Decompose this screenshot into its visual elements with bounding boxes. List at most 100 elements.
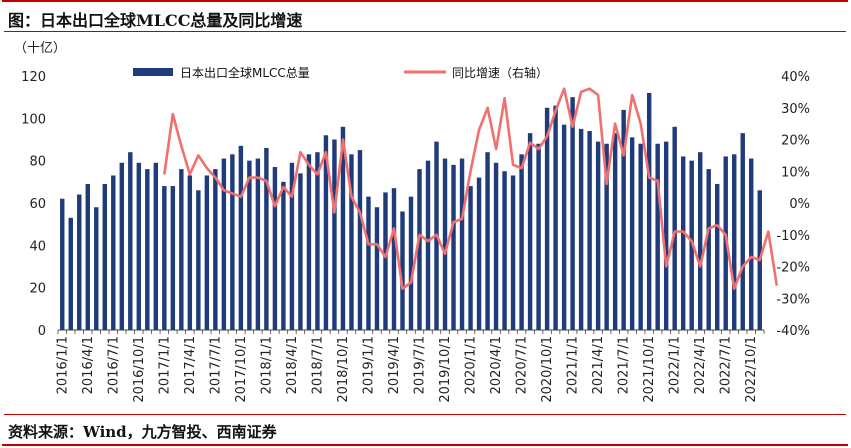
x-tick-label: 2017/7/1 [208, 336, 223, 394]
bar [442, 158, 448, 330]
y-left-tick-label: 80 [29, 155, 46, 170]
bar [646, 92, 652, 330]
bar [544, 107, 550, 330]
bar [179, 169, 184, 330]
bar [119, 162, 125, 330]
line-layer [163, 87, 779, 290]
bar [247, 160, 252, 330]
bar [519, 154, 524, 330]
y-right-tick-label: -10% [776, 229, 810, 244]
bar [485, 152, 490, 330]
x-tick-label: 2017/1/1 [157, 336, 172, 394]
x-tick-label: 2021/10/1 [642, 336, 657, 403]
bar [417, 169, 422, 330]
bar [349, 154, 354, 330]
bar [570, 97, 575, 331]
bar [536, 143, 541, 330]
bar [221, 158, 227, 330]
x-tick-label: 2019/4/1 [387, 336, 402, 394]
x-tick-label: 2022/4/1 [693, 336, 708, 394]
bar [697, 152, 703, 330]
bar [638, 143, 643, 330]
bar [128, 152, 133, 330]
x-tick-label: 2020/4/1 [489, 336, 504, 394]
x-tick-label: 2018/4/1 [285, 336, 300, 394]
bar [366, 196, 371, 330]
bar [196, 190, 201, 330]
bar [281, 181, 286, 330]
bar [604, 143, 609, 330]
bar [357, 150, 363, 330]
y-left-tick-label: 60 [29, 197, 46, 212]
y-left-tick-label: 100 [21, 112, 46, 127]
bar [629, 137, 635, 330]
bar [391, 188, 397, 330]
bar [400, 211, 405, 330]
bar [306, 154, 312, 330]
y-right-tick-label: 20% [781, 134, 810, 149]
bar [272, 167, 278, 330]
bar [655, 143, 660, 330]
bar [561, 124, 567, 330]
x-tick-label: 2022/1/1 [668, 336, 683, 394]
source-row: 资料来源：Wind，九方智投、西南证券 [4, 414, 846, 443]
bar [689, 160, 694, 330]
x-tick-label: 2020/10/1 [540, 336, 555, 403]
bar [136, 162, 142, 330]
bar [740, 133, 745, 330]
bar [298, 173, 303, 330]
bar [680, 156, 686, 330]
bar [315, 152, 320, 330]
x-tick-label: 2020/7/1 [515, 336, 530, 394]
bar [289, 162, 295, 330]
x-tick-label: 2021/7/1 [617, 336, 632, 394]
bar [425, 160, 431, 330]
bar [587, 131, 592, 330]
x-tick-label: 2019/1/1 [361, 336, 376, 394]
bar [408, 196, 414, 330]
source-note: 资料来源：Wind，九方智投、西南证券 [8, 423, 277, 441]
bar [187, 175, 193, 330]
x-tick-label: 2018/1/1 [259, 336, 274, 394]
bar [621, 109, 626, 330]
bar [451, 164, 456, 330]
bar [102, 183, 107, 330]
x-tick-label: 2016/1/1 [55, 336, 70, 394]
y-left-tick-label: 40 [29, 239, 46, 254]
x-tick-label: 2018/7/1 [310, 336, 325, 394]
bar [68, 217, 73, 330]
bar [732, 154, 737, 330]
y-right-tick-label: -40% [776, 324, 810, 339]
y-right-tick-label: 10% [781, 165, 810, 180]
bar [111, 175, 116, 330]
bar [77, 194, 82, 330]
bar [238, 145, 244, 330]
bar [145, 169, 150, 330]
y-left-tick-label: 120 [21, 70, 46, 85]
x-tick-label: 2022/7/1 [719, 336, 734, 394]
bottom-rule [2, 444, 848, 446]
bar [323, 135, 329, 330]
figure-title: 图：日本出口全球MLCC总量及同比增速 [8, 11, 303, 30]
bar [85, 183, 90, 330]
x-tick-label: 2019/7/1 [413, 336, 428, 394]
bar [578, 128, 584, 330]
x-tick-label: 2021/1/1 [566, 336, 581, 394]
bar [715, 183, 720, 330]
bar [230, 154, 235, 330]
x-tick-label: 2020/1/1 [464, 336, 479, 394]
bar [459, 158, 465, 330]
bar [706, 169, 711, 330]
bar [510, 175, 516, 330]
x-tick-label: 2019/10/1 [438, 336, 453, 403]
legend: 日本出口全球MLCC总量 同比增速（右轴） [133, 65, 548, 80]
title-row: 图：日本出口全球MLCC总量及同比增速 [4, 5, 846, 32]
y-right-tick-label: 40% [781, 70, 810, 85]
x-tick-label: 2018/10/1 [336, 336, 351, 403]
bar [527, 133, 533, 330]
yoy-line [163, 87, 779, 290]
y-right-tick-label: 0% [789, 197, 810, 212]
x-tick-label: 2022/10/1 [744, 336, 759, 403]
bar [264, 147, 269, 330]
